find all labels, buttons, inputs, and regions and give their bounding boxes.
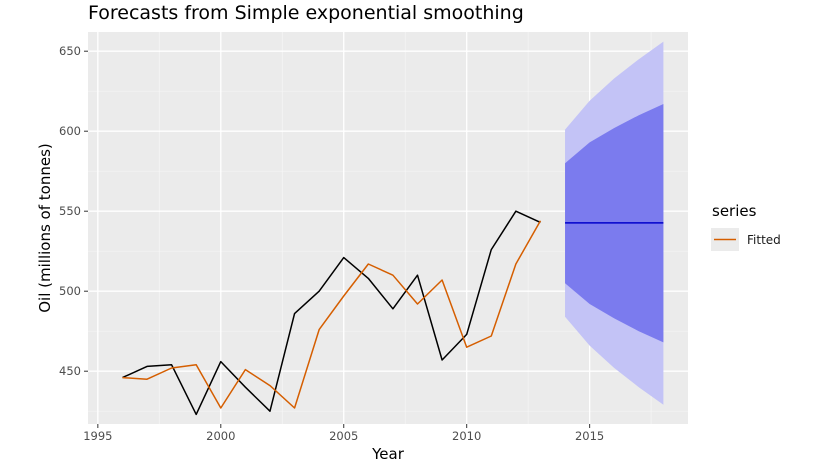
fitted-series-line bbox=[122, 220, 542, 409]
x-tick-label: 2015 bbox=[575, 429, 604, 443]
y-axis: 450 500 550 600 650 bbox=[59, 44, 88, 378]
legend: series Fitted bbox=[711, 202, 781, 251]
y-tick-label: 650 bbox=[59, 44, 81, 58]
y-axis-title: Oil (millions of tonnes) bbox=[36, 143, 54, 313]
x-axis: 1995 2000 2005 2010 2015 bbox=[83, 424, 604, 443]
x-tick-label: 2000 bbox=[206, 429, 235, 443]
x-tick-label: 2005 bbox=[329, 429, 358, 443]
x-tick-label: 1995 bbox=[83, 429, 112, 443]
observed-series-line bbox=[122, 210, 541, 416]
x-axis-title: Year bbox=[371, 445, 405, 463]
chart-title: Forecasts from Simple exponential smooth… bbox=[88, 2, 524, 24]
y-tick-label: 500 bbox=[59, 284, 81, 298]
x-tick-label: 2010 bbox=[452, 429, 481, 443]
y-tick-label: 550 bbox=[59, 204, 81, 218]
data-lines bbox=[122, 210, 664, 416]
y-tick-label: 600 bbox=[59, 124, 81, 138]
legend-title: series bbox=[712, 202, 757, 220]
y-tick-label: 450 bbox=[59, 364, 81, 378]
legend-label-fitted: Fitted bbox=[747, 233, 781, 247]
